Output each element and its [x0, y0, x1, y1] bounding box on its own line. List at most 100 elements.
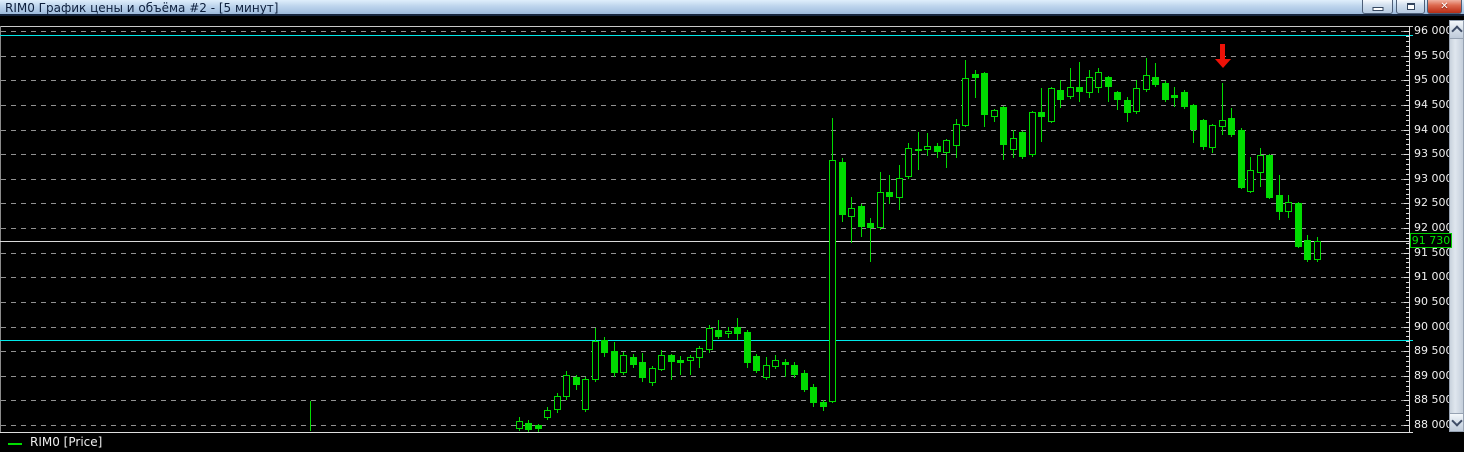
candle-body [772, 360, 779, 367]
plot-left-border [0, 26, 1, 432]
axis-minor-tick [1406, 184, 1409, 185]
candle-wick [1155, 63, 1156, 87]
scroll-down-button[interactable] [1450, 413, 1463, 431]
axis-major-tick [1404, 130, 1409, 131]
restore-icon [1406, 3, 1415, 10]
axis-tick-label: 95 500 [1414, 49, 1453, 62]
minimize-button[interactable] [1362, 0, 1393, 14]
grid-line [1, 105, 1409, 106]
candle-body [915, 149, 922, 151]
candle-body [734, 327, 741, 334]
axis-major-tick [1404, 80, 1409, 81]
candle-wick [975, 70, 976, 98]
candle-body [1152, 77, 1159, 85]
axis-major-tick [1404, 203, 1409, 204]
axis-minor-tick [1406, 371, 1409, 372]
candle-body [1238, 130, 1245, 188]
candle-body [1247, 170, 1254, 192]
candle-body [1190, 105, 1197, 130]
axis-minor-tick [1406, 287, 1409, 288]
candle-body [1276, 195, 1283, 212]
axis-major-tick [1404, 376, 1409, 377]
candle-body [1304, 240, 1311, 260]
candle-body [1133, 88, 1140, 112]
candle-wick [1222, 83, 1223, 135]
candle-body [1067, 87, 1074, 97]
grid-line [1, 425, 1409, 426]
axis-minor-tick [1406, 381, 1409, 382]
candle-body [582, 379, 589, 410]
axis-tick-label: 90 500 [1414, 295, 1453, 308]
axis-minor-tick [1406, 267, 1409, 268]
candle-wick [851, 197, 852, 243]
grid-line [1, 56, 1409, 57]
price-spike [310, 401, 311, 431]
plot-top-border [0, 26, 1413, 27]
axis-minor-tick [1406, 312, 1409, 313]
candle-wick [1079, 62, 1080, 102]
candle-body [516, 421, 523, 429]
axis-major-tick [1404, 154, 1409, 155]
axis-minor-tick [1406, 223, 1409, 224]
candle-body [1124, 100, 1131, 113]
candle-body [1209, 125, 1216, 148]
candle-body [782, 362, 789, 365]
plot-bottom-border [0, 432, 1413, 433]
axis-tick-label: 94 000 [1414, 123, 1453, 136]
candle-body [592, 341, 599, 380]
down-arrow-annotation-head [1215, 59, 1231, 68]
axis-major-tick [1404, 351, 1409, 352]
grid-line [1, 203, 1409, 204]
grid-line [1, 179, 1409, 180]
axis-minor-tick [1406, 415, 1409, 416]
axis-minor-tick [1406, 36, 1409, 37]
axis-minor-tick [1406, 282, 1409, 283]
candle-body [744, 332, 751, 363]
last-price-badge: 91 730 [1410, 233, 1452, 248]
candle-body [801, 373, 808, 390]
window-titlebar[interactable]: RIM0 График цены и объёма #2 - [5 минут] [0, 0, 1464, 16]
axis-minor-tick [1406, 139, 1409, 140]
close-button[interactable]: ✕ [1427, 0, 1462, 14]
window-title: RIM0 График цены и объёма #2 - [5 минут] [5, 1, 279, 15]
axis-minor-tick [1406, 366, 1409, 367]
candle-body [962, 78, 969, 126]
candle-body [1171, 95, 1178, 98]
candle-wick [918, 132, 919, 170]
candle-body [1162, 83, 1169, 100]
axis-major-tick [1404, 56, 1409, 57]
grid-line [1, 351, 1409, 352]
grid-line [1, 376, 1409, 377]
candle-body [525, 423, 532, 430]
axis-tick-label: 92 000 [1414, 221, 1453, 234]
candle-body [658, 355, 665, 370]
chevron-down-icon [1451, 415, 1463, 427]
grid-line [1, 327, 1409, 328]
candle-body [886, 192, 893, 197]
axis-minor-tick [1406, 346, 1409, 347]
candle-body [677, 360, 684, 363]
axis-minor-tick [1406, 51, 1409, 52]
axis-minor-tick [1406, 75, 1409, 76]
candle-body [1038, 112, 1045, 117]
axis-minor-tick [1406, 233, 1409, 234]
axis-major-tick [1404, 277, 1409, 278]
scroll-up-button[interactable] [1450, 21, 1463, 39]
axis-tick-label: 91 500 [1414, 246, 1453, 259]
candle-body [668, 355, 675, 362]
restore-button[interactable] [1396, 0, 1425, 14]
candle-body [1095, 72, 1102, 88]
candle-body [544, 410, 551, 418]
candle-body [563, 375, 570, 397]
candle-body [535, 425, 542, 429]
candle-body [1314, 241, 1321, 260]
candle-body [1048, 88, 1055, 122]
chart-scrollbar[interactable] [1449, 20, 1464, 432]
axis-minor-tick [1406, 218, 1409, 219]
candle-wick [1070, 68, 1071, 99]
axis-minor-tick [1406, 243, 1409, 244]
legend-series-swatch [8, 443, 22, 445]
grid-line [1, 31, 1409, 32]
candle-wick [671, 354, 672, 380]
axis-tick-label: 94 500 [1414, 98, 1453, 111]
